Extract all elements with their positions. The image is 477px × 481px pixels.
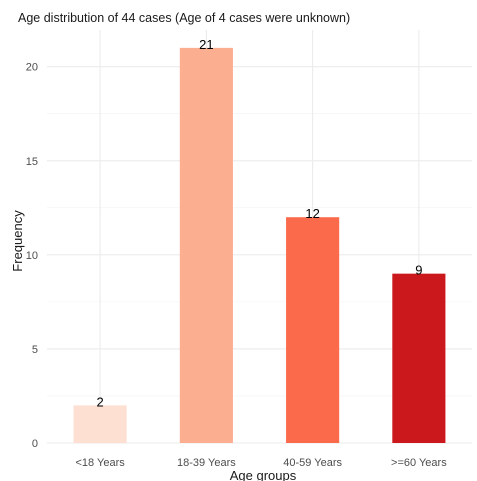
y-axis-label: Frequency	[10, 210, 25, 272]
x-tick-label: <18 Years	[76, 457, 126, 469]
y-axis-ticks: 0 5 10 15 20	[26, 62, 38, 450]
x-tick-label: 18-39 Years	[177, 457, 236, 469]
chart-title: Age distribution of 44 cases (Age of 4 c…	[18, 11, 351, 25]
data-label: 21	[199, 37, 213, 52]
y-tick-label: 20	[26, 62, 38, 74]
data-label: 2	[97, 394, 104, 409]
y-tick-label: 0	[32, 438, 38, 450]
bar	[392, 273, 446, 443]
data-label: 12	[305, 206, 319, 221]
x-tick-label: 40-59 Years	[283, 457, 342, 469]
x-tick-label: >=60 Years	[391, 457, 447, 469]
bar	[73, 405, 127, 443]
y-tick-label: 5	[32, 344, 38, 356]
bar	[179, 47, 233, 443]
x-axis-label: Age groups	[230, 468, 297, 481]
data-labels: 2 21 12 9	[97, 37, 423, 409]
y-tick-label: 15	[26, 156, 38, 168]
data-label: 9	[415, 263, 422, 278]
x-axis-ticks: <18 Years 18-39 Years 40-59 Years >=60 Year…	[76, 457, 448, 469]
bar	[286, 217, 340, 443]
y-tick-label: 10	[26, 250, 38, 262]
bars	[73, 47, 446, 443]
